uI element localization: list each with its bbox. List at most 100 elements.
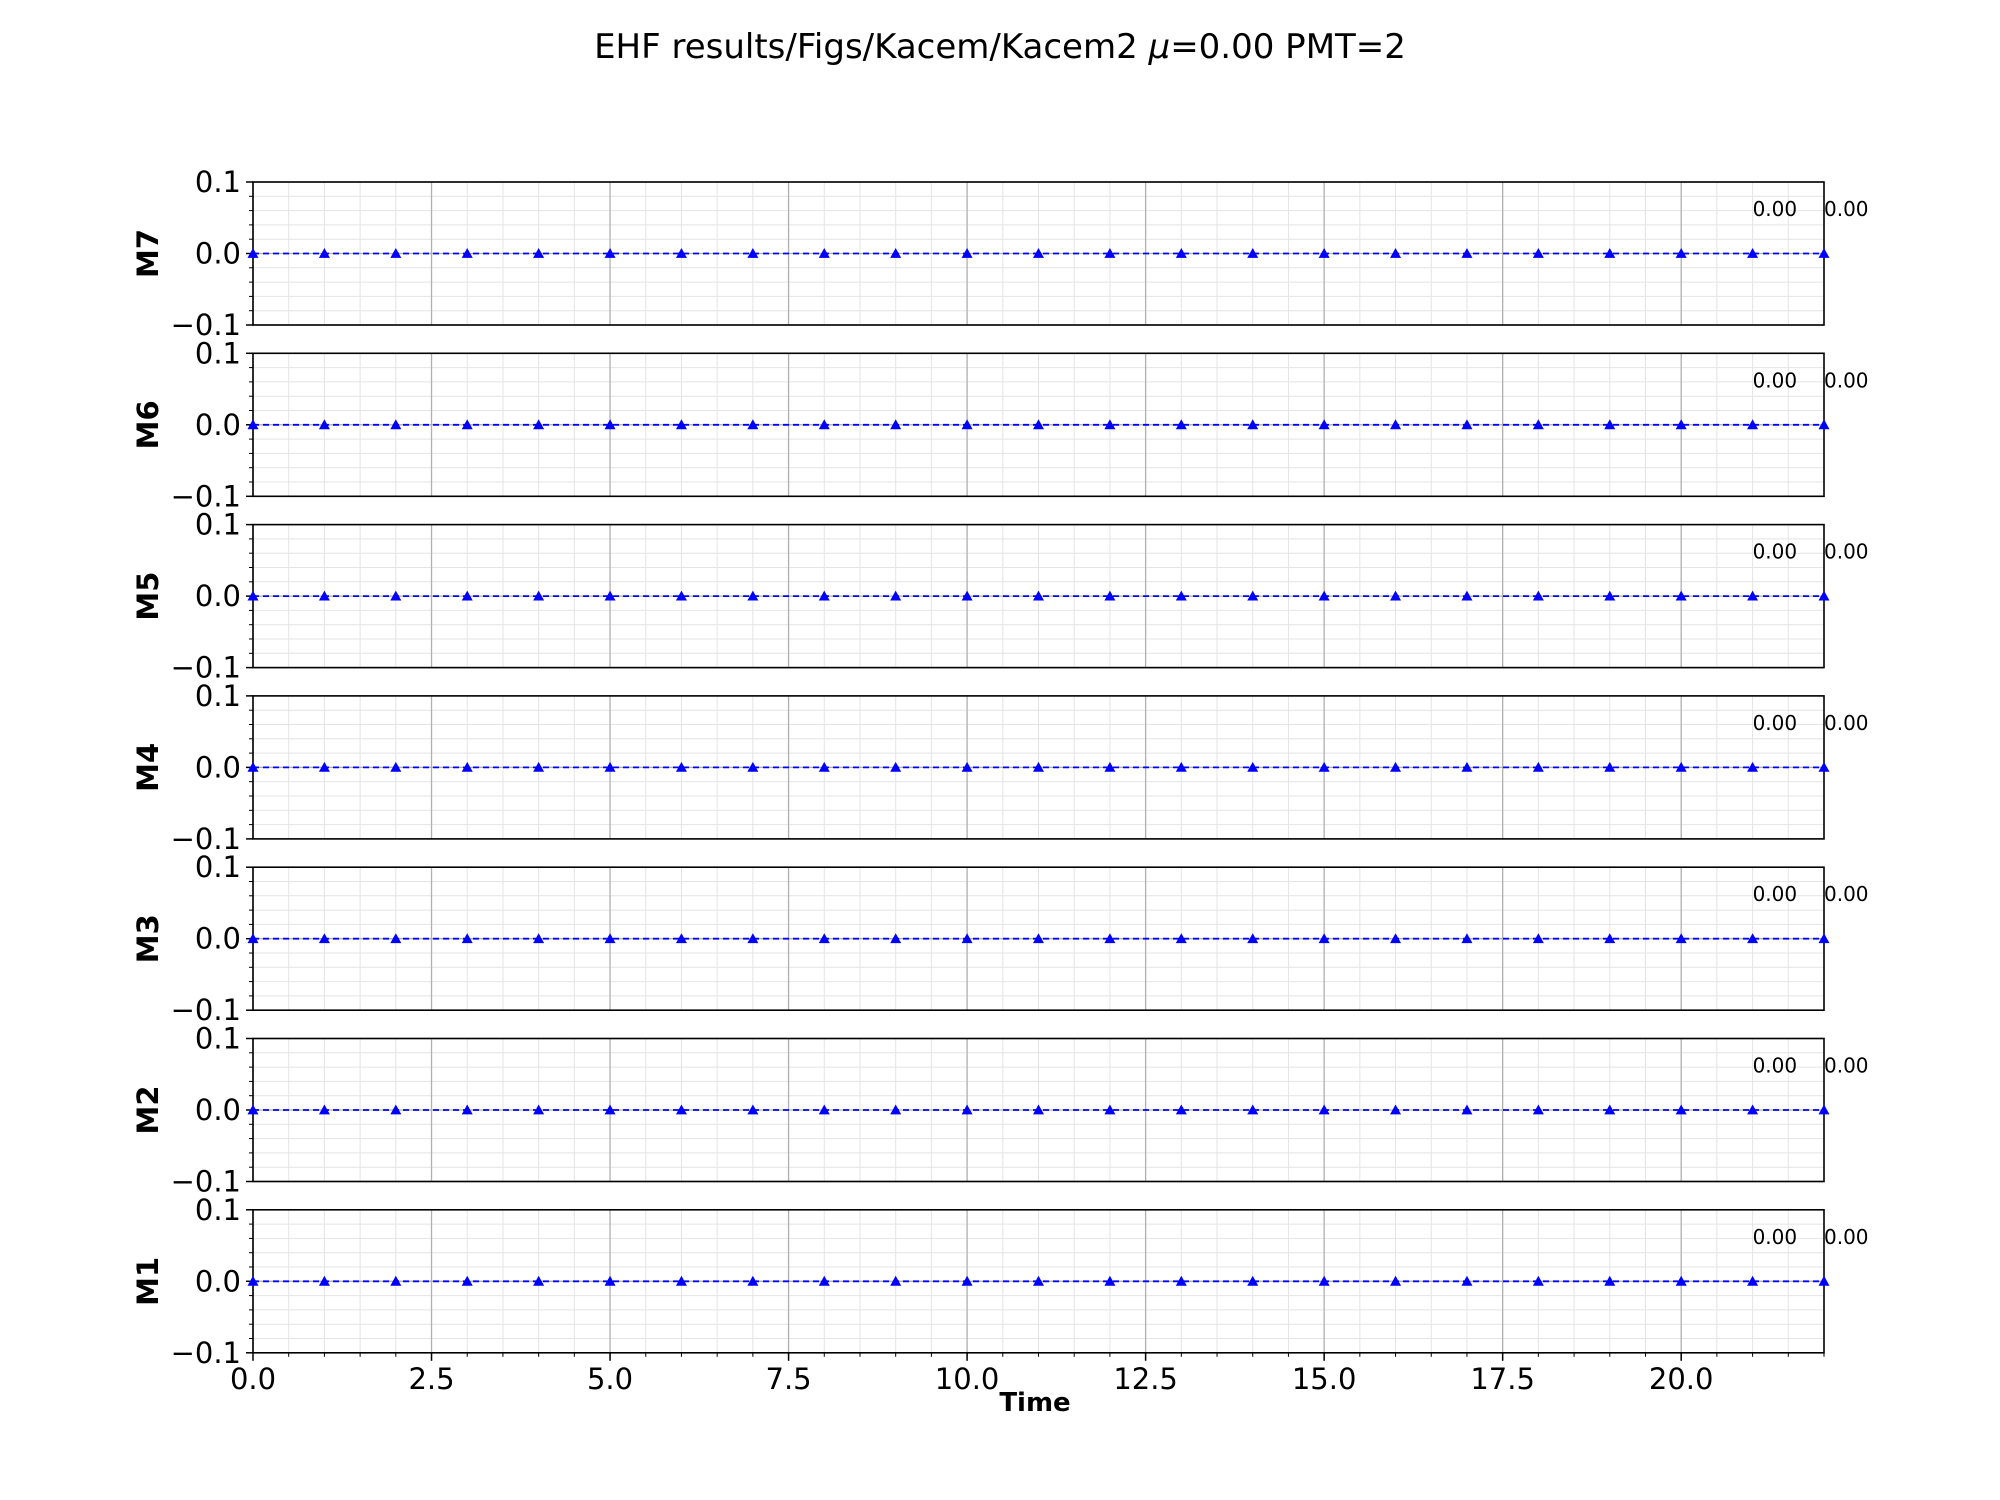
data-point [890,1275,902,1286]
y-tick-label: 0.0 [195,579,241,613]
data-point [1247,248,1259,258]
data-point [747,933,759,944]
data-point [604,248,616,258]
data-point [1675,590,1687,601]
data-point [818,933,830,944]
y-axis-label: M4 [131,743,165,792]
data-point [1747,933,1759,944]
data-point [1818,761,1830,772]
data-point [1033,1104,1044,1115]
data-point [1318,1104,1330,1115]
value-annotation: 0.00 [1824,540,1869,564]
value-annotation: 0.00 [1824,882,1869,906]
data-point [1675,419,1687,430]
value-annotation: 0.00 [1824,368,1869,392]
data-point [1247,933,1259,944]
data-point [1461,1104,1473,1115]
value-annotation: 0.00 [1753,1054,1798,1078]
y-tick-label: 0.1 [195,336,241,370]
x-tick-label: 15.0 [1292,1362,1357,1396]
data-point [390,248,402,258]
data-point [318,761,330,772]
data-point [675,761,687,772]
y-axis-label: M1 [131,1257,165,1306]
subplot-m7: 0.1 0.0 −0.1M7 0.00 0.00 [131,165,1869,342]
data-point [1532,248,1544,258]
data-point [1461,761,1473,772]
data-point [1818,419,1830,430]
y-axis-label: M3 [131,914,165,963]
data-point [1747,419,1759,430]
data-point [247,590,259,601]
data-point [1532,590,1544,601]
y-tick-label: 0.1 [195,1022,241,1056]
y-tick-label: −0.1 [171,651,241,685]
value-annotation: 0.00 [1753,197,1798,221]
x-tick-label: 7.5 [766,1362,812,1396]
data-point [1247,1104,1259,1115]
data-point [247,419,259,430]
data-point [1033,248,1044,258]
data-point [1247,590,1259,601]
data-point [461,419,473,430]
data-point [1604,590,1616,601]
data-point [890,1104,902,1115]
data-point [247,933,259,944]
data-point [747,1275,759,1286]
data-point [675,248,687,258]
data-point [390,1275,402,1286]
data-point [533,590,545,601]
data-point [675,1275,687,1286]
data-point [890,248,902,258]
data-point [1532,1104,1544,1115]
data-point [1818,933,1830,944]
data-point [1604,1275,1616,1286]
subplot-m6: 0.1 0.0 −0.1M6 0.00 0.00 [131,336,1869,513]
data-point [1675,933,1687,944]
data-point [1604,761,1616,772]
data-point [1604,419,1616,430]
data-point [1247,1275,1259,1286]
data-point [675,590,687,601]
data-point [1461,1275,1473,1286]
data-point [1104,933,1116,944]
data-point [1390,933,1402,944]
data-point [1104,1104,1116,1115]
data-point [1747,590,1759,601]
data-point [1033,933,1044,944]
value-annotation: 0.00 [1753,1225,1798,1249]
data-point [1175,761,1187,772]
data-point [1675,761,1687,772]
data-point [1318,1275,1330,1286]
data-point [604,933,616,944]
data-point [461,248,473,258]
data-point [747,590,759,601]
data-point [1390,1104,1402,1115]
data-point [675,933,687,944]
data-point [818,1275,830,1286]
y-tick-label: 0.0 [195,408,241,442]
data-point [747,1104,759,1115]
data-point [1390,419,1402,430]
y-tick-label: 0.0 [195,237,241,271]
data-point [604,761,616,772]
x-tick-label: 0.0 [230,1362,276,1396]
data-point [1104,590,1116,601]
x-tick-label: 20.0 [1649,1362,1714,1396]
y-tick-label: 0.0 [195,750,241,784]
value-annotation: 0.00 [1824,711,1869,735]
y-tick-label: 0.0 [195,1093,241,1127]
y-axis-label: M5 [131,572,165,621]
data-point [961,761,973,772]
data-point [461,1104,473,1115]
data-point [1390,1275,1402,1286]
data-point [1175,1104,1187,1115]
x-axis: 0.0 2.5 5.0 7.5 10.0 12.5 15.0 17.5 20.0 [230,1352,1825,1396]
data-point [604,1104,616,1115]
data-point [247,248,259,258]
data-point [675,1104,687,1115]
data-point [1247,761,1259,772]
data-point [747,419,759,430]
subplot-m3: 0.1 0.0 −0.1M3 0.00 0.00 [131,850,1869,1027]
